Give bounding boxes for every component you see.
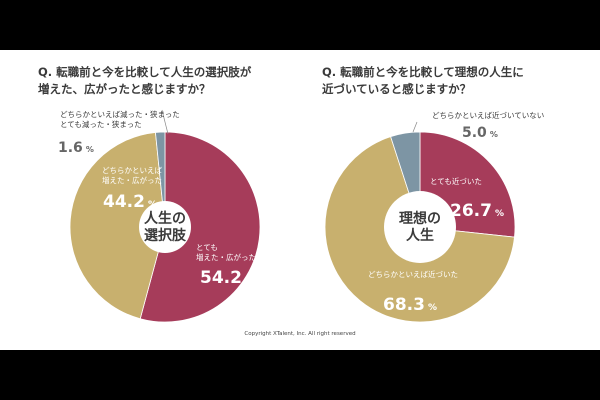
chart-2-question-line-1: Q. 転職前と今を比較して理想の人生に [322, 65, 524, 79]
chart-2-slice-3-label-line-1: どちらかといえば近づいていない [432, 110, 544, 120]
chart-1-center-label-line-1: 人生の [144, 210, 186, 227]
copyright-text: Copyright XTalent, Inc. All right reserv… [244, 331, 356, 337]
chart-1-slice-3-value: 1.6% [58, 140, 94, 156]
chart-2-slice-1-label-line-1: とても近づいた [430, 176, 482, 186]
chart-1-slice-2-value-number: 44.2 [103, 192, 145, 212]
chart-1-slice-1-value-unit: % [245, 276, 254, 286]
chart-2-slice-1-value-unit: % [495, 209, 504, 219]
chart-1-slice-3-label-line-1: どちらかといえば減った・狭まった [60, 109, 180, 119]
chart-2-slice-3-value-number: 5.0 [462, 125, 487, 141]
chart-2-center-label-line-1: 理想の [399, 210, 441, 227]
chart-2-slice-3-value: 5.0% [462, 125, 498, 141]
chart-1-slice-1 [139, 131, 261, 323]
chart-2-slice-1-value-number: 26.7 [450, 201, 492, 221]
chart-1-slice-3-value-number: 1.6 [58, 140, 83, 156]
chart-2-slice-2-value: 68.3% [383, 295, 437, 315]
chart-2-slice-3-value-unit: % [490, 130, 498, 139]
chart-1-center-hole [139, 201, 191, 253]
chart-2-slice-2-label-line-1: どちらかといえば近づいた [368, 269, 458, 279]
chart-1-slice-2-label-line-2: 増えた・広がった [102, 175, 162, 185]
chart-2-center-hole [384, 191, 456, 263]
chart-2-question: Q. 転職前と今を比較して理想の人生に 近づいていると感じますか？ [322, 64, 524, 98]
chart-1-slice-2-value: 44.2% [103, 192, 157, 212]
chart-1-slice-2-value-unit: % [148, 200, 157, 210]
chart-1-question-line-1: Q. 転職前と今を比較して人生の選択肢が [38, 65, 252, 79]
chart-1-slice-1-label-line-2: 増えた・広がった [196, 252, 256, 262]
chart-2-slice-2-value-number: 68.3 [383, 295, 425, 315]
chart-1-center-label-line-2: 選択肢 [144, 227, 187, 244]
chart-1-question-line-2: 増えた、広がったと感じますか？ [38, 82, 211, 96]
chart-2-slice-1-value: 26.7% [450, 201, 504, 221]
chart-1-slice-1-value: 54.2% [200, 268, 254, 288]
chart-2-slice-2-value-unit: % [428, 303, 437, 313]
chart-2-donut: 理想の人生 とても近づいた 26.7 % どちらかといえば近づいた 68.3 % どちらかとい… [324, 110, 544, 323]
chart-1-slice-3-value-unit: % [86, 145, 94, 154]
infographic-panel: Q. 転職前と今を比較して人生の選択肢が 増えた、広がったと感じますか？ Q. … [0, 50, 600, 350]
chart-1-slice-2 [69, 132, 166, 320]
chart-1-slice-1-value-number: 54.2 [200, 268, 242, 288]
chart-2-leader-line [412, 121, 418, 133]
chart-1-slice-3-label-line-2: とても減った・狭まった [60, 119, 142, 129]
chart-2-center-label-line-2: 人生 [406, 227, 434, 244]
chart-1-leader-line [161, 109, 169, 135]
chart-1-slice-1-label-line-1: とても [196, 243, 218, 252]
chart-1-question: Q. 転職前と今を比較して人生の選択肢が 増えた、広がったと感じますか？ [38, 64, 251, 98]
chart-1-slice-2-label-line-1: どちらかといえば [102, 166, 162, 175]
chart-2-question-line-2: 近づいていると感じますか？ [322, 82, 472, 96]
